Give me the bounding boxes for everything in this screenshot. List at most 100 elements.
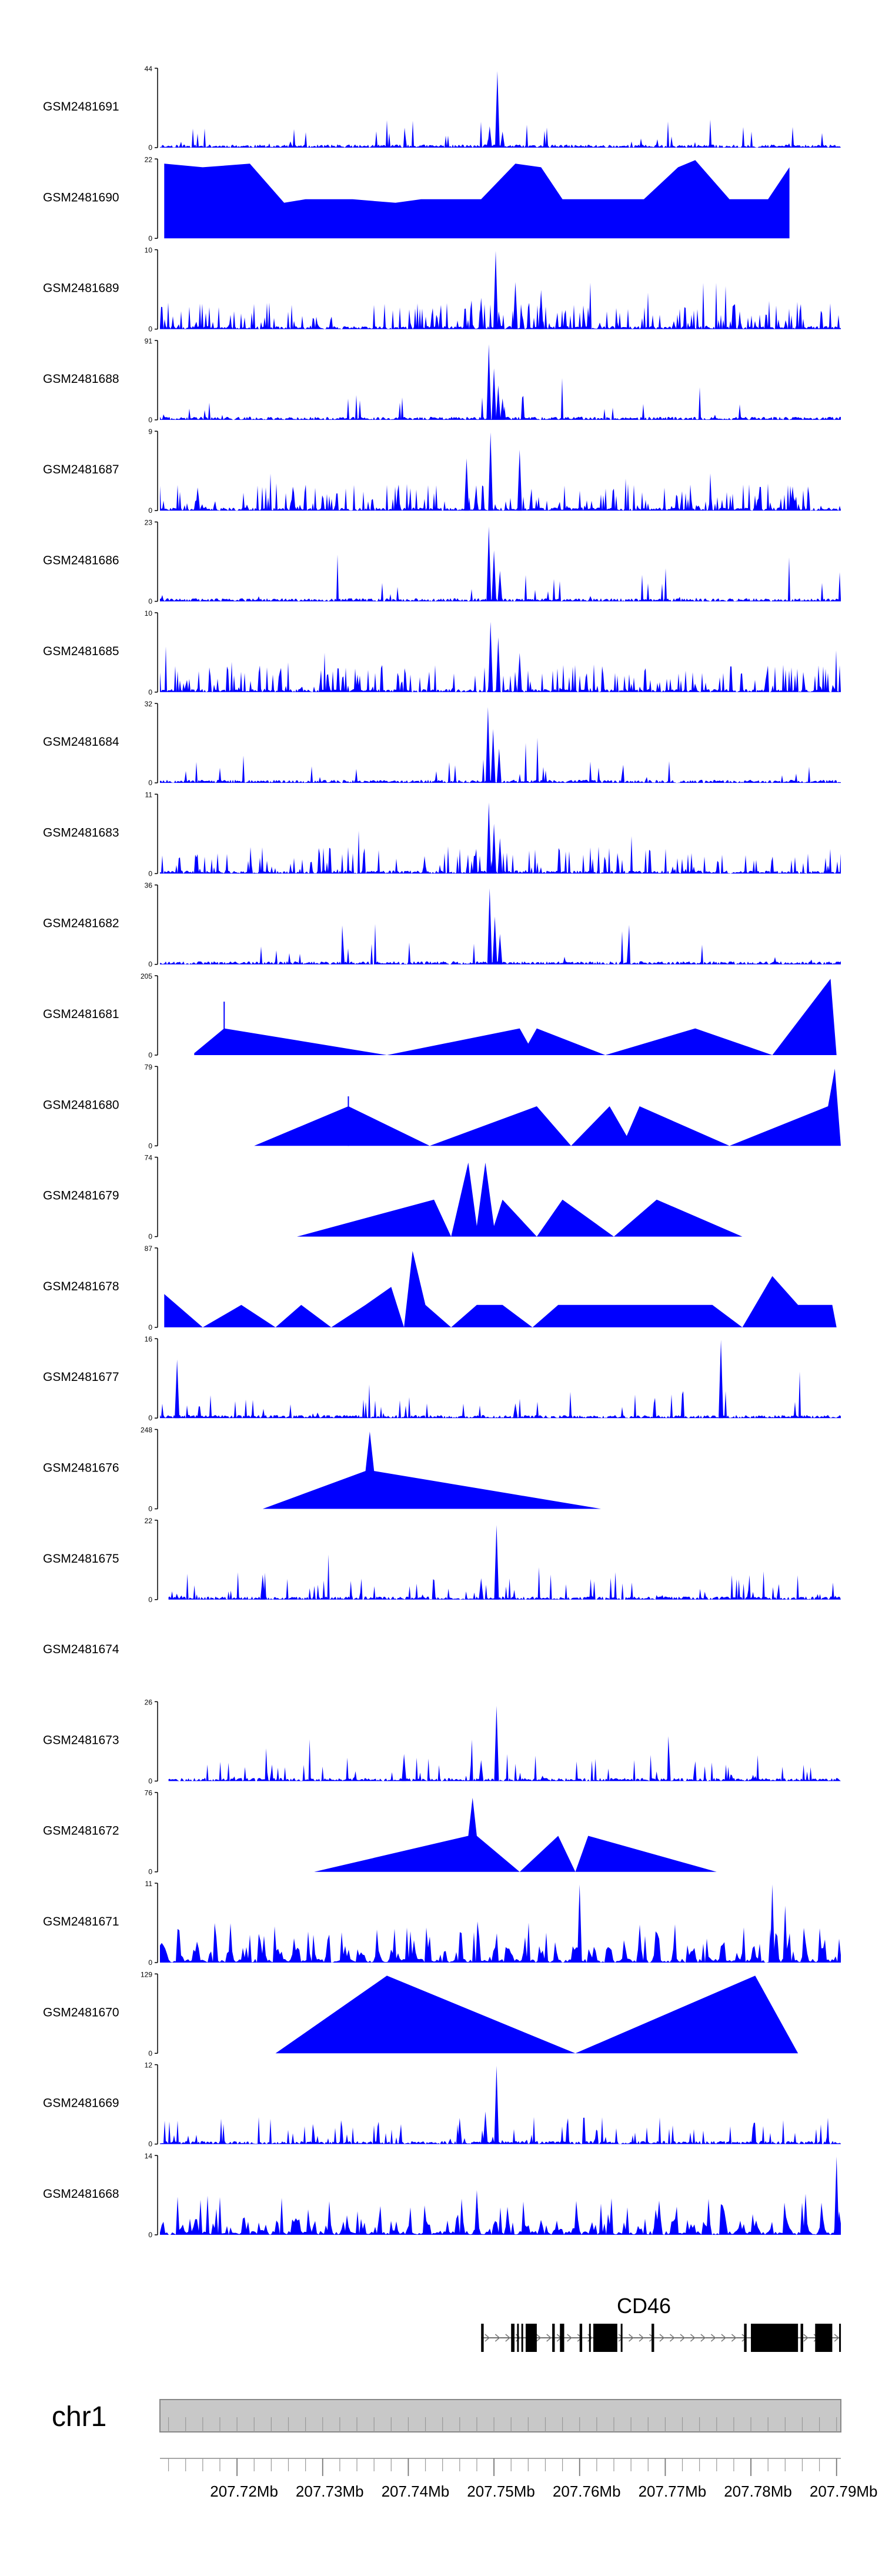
strand-arrow [546, 2334, 552, 2342]
y-max-label: 44 [145, 65, 153, 73]
coverage-tracks: GSM2481691440GSM2481690220GSM2481689100G… [43, 65, 841, 2239]
coverage-peak [175, 1359, 180, 1419]
coverage-peak [457, 2118, 462, 2144]
track-GSM2481677: GSM2481677 16 0 [43, 1335, 841, 1422]
axis-tick-label: 207.74Mb [382, 2482, 450, 2500]
y-min-label: 0 [148, 1958, 152, 1967]
coverage-peak [496, 748, 502, 783]
coverage-peak [260, 1574, 265, 1600]
coverage-peak [493, 251, 498, 329]
y-max-label: 76 [145, 1789, 153, 1797]
genomic-axis: 207.72Mb 207.73Mb 207.74Mb 207.75Mb 207.76Mb… [160, 2458, 878, 2500]
track-GSM2481681: GSM2481681 205 0 [43, 972, 837, 1059]
track-GSM2481684: GSM2481684 32 0 [43, 700, 841, 787]
strand-arrow [505, 2334, 510, 2342]
y-max-label: 10 [145, 609, 153, 618]
coverage-peak [483, 2111, 488, 2144]
track-label: GSM2481671 [43, 1915, 119, 1928]
track-label: GSM2481678 [43, 1280, 119, 1293]
track-label: GSM2481682 [43, 917, 119, 930]
y-min-label: 0 [148, 325, 152, 333]
coverage-peak [500, 131, 505, 148]
coverage-area [164, 160, 790, 239]
coverage-area [160, 2117, 841, 2144]
gene-exon [560, 2324, 564, 2352]
track-label: GSM2481669 [43, 2097, 119, 2110]
track-label: GSM2481675 [43, 1552, 119, 1566]
gene-exon [511, 2324, 515, 2352]
y-max-label: 91 [145, 337, 153, 345]
gene-exon [593, 2324, 617, 2352]
coverage-peak [485, 707, 490, 783]
y-max-label: 10 [145, 246, 153, 255]
coverage-peak [517, 653, 522, 692]
coverage-peak [487, 888, 492, 965]
y-max-label: 79 [145, 1063, 153, 1071]
strand-arrow [690, 2334, 696, 2342]
track-label: GSM2481687 [43, 463, 119, 476]
coverage-peak [834, 2156, 839, 2235]
coverage-peak [479, 298, 484, 329]
y-max-label: 129 [141, 1970, 152, 1978]
y-min-label: 0 [148, 506, 152, 515]
track-label: GSM2481689 [43, 282, 119, 295]
track-label: GSM2481686 [43, 554, 119, 568]
coverage-area [160, 1921, 841, 1963]
axis-tick-label: 207.76Mb [553, 2482, 621, 2500]
track-GSM2481687: GSM2481687 9 0 [43, 428, 841, 515]
y-min-label: 0 [148, 2049, 152, 2057]
strand-arrow [803, 2334, 808, 2342]
strand-arrow [536, 2334, 542, 2342]
track-label: GSM2481680 [43, 1098, 119, 1112]
track-label: GSM2481681 [43, 1007, 119, 1021]
track-GSM2481689: GSM2481689 10 0 [43, 246, 841, 333]
coverage-peak [719, 1340, 724, 1419]
gene-exon [839, 2324, 841, 2352]
coverage-area [160, 282, 841, 329]
track-GSM2481673: GSM2481673 26 0 [43, 1698, 841, 1785]
gene-exon [620, 2324, 623, 2352]
coverage-peak [479, 1760, 484, 1781]
coverage-peak [492, 916, 497, 965]
coverage-peak [479, 1578, 484, 1600]
track-label: GSM2481679 [43, 1189, 119, 1203]
track-GSM2481682: GSM2481682 36 0 [43, 882, 841, 969]
y-max-label: 22 [145, 155, 153, 163]
coverage-peak [494, 1706, 499, 1781]
y-min-label: 0 [148, 1414, 152, 1422]
y-min-label: 0 [148, 779, 152, 787]
y-min-label: 0 [148, 1505, 152, 1513]
coverage-area [160, 830, 841, 874]
gene-exon [815, 2324, 833, 2352]
coverage-peak [495, 71, 500, 148]
y-min-label: 0 [148, 1868, 152, 1876]
y-max-label: 9 [148, 428, 152, 436]
y-min-label: 0 [148, 1323, 152, 1332]
strand-arrow [700, 2334, 706, 2342]
coverage-peak [497, 837, 503, 874]
axis-tick-label: 207.77Mb [639, 2482, 707, 2500]
coverage-area [275, 1976, 799, 2054]
coverage-peak [487, 126, 492, 148]
coverage-peak [492, 368, 497, 420]
coverage-area [160, 378, 841, 420]
coverage-area [194, 979, 837, 1055]
gene-exon [552, 2324, 555, 2352]
track-label: GSM2481673 [43, 1733, 119, 1747]
strand-arrow [731, 2334, 737, 2342]
coverage-area [314, 1797, 717, 1872]
y-max-label: 32 [145, 700, 153, 708]
track-label: GSM2481674 [43, 1643, 119, 1656]
coverage-peak [474, 2190, 479, 2235]
coverage-peak [496, 385, 501, 420]
coverage-area [168, 1554, 841, 1600]
track-label: GSM2481668 [43, 2187, 119, 2201]
y-min-label: 0 [148, 234, 152, 242]
coverage-peak [770, 1884, 775, 1963]
coverage-peak [486, 802, 492, 874]
y-max-label: 11 [145, 1880, 153, 1888]
coverage-peak [497, 933, 503, 965]
track-label: GSM2481690 [43, 191, 119, 204]
track-GSM2481685: GSM2481685 10 0 [43, 609, 841, 696]
